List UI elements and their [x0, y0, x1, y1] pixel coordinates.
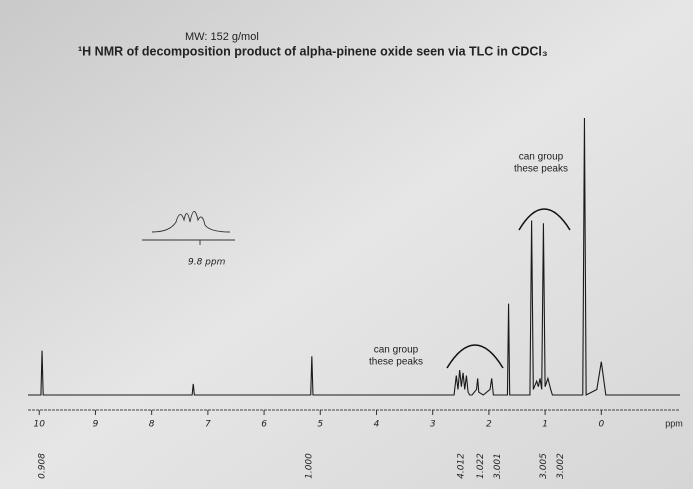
x-axis-label: ppm	[665, 418, 683, 428]
x-tick-label: 9	[93, 420, 99, 430]
inset	[142, 211, 235, 245]
spectrum-line	[28, 117, 680, 396]
x-tick-label: 7	[205, 420, 211, 430]
x-tick-label: 6	[261, 420, 267, 430]
integral-label: 3.001	[493, 453, 503, 479]
annotation: these peaks	[369, 357, 423, 368]
subtitle: MW: 152 g/mol	[185, 31, 259, 43]
integral-label: 1.022	[476, 453, 486, 479]
annotation: can group	[374, 345, 419, 356]
x-tick-label: 0	[598, 420, 604, 430]
integral-label: 3.002	[556, 453, 566, 479]
x-tick-label: 8	[149, 420, 155, 430]
x-tick-label: 3	[430, 420, 436, 430]
integral-label: 0.908	[38, 453, 48, 479]
group-arc	[446, 344, 504, 369]
group-arc	[518, 208, 571, 231]
x-tick-label: 2	[486, 420, 492, 430]
inset-label: 9.8 ppm	[188, 258, 226, 268]
integral-label: 1.000	[305, 453, 315, 479]
x-tick-label: 10	[34, 420, 46, 430]
x-tick-label: 4	[374, 420, 380, 430]
integral-label: 3.005	[539, 453, 549, 479]
integral-label: 4.012	[456, 453, 466, 479]
x-tick-label: 5	[317, 420, 323, 430]
chart-title: ¹H NMR of decomposition product of alpha…	[78, 44, 548, 58]
x-tick-label: 1	[542, 420, 548, 430]
annotation: can group	[519, 152, 564, 163]
annotation: these peaks	[514, 164, 568, 175]
